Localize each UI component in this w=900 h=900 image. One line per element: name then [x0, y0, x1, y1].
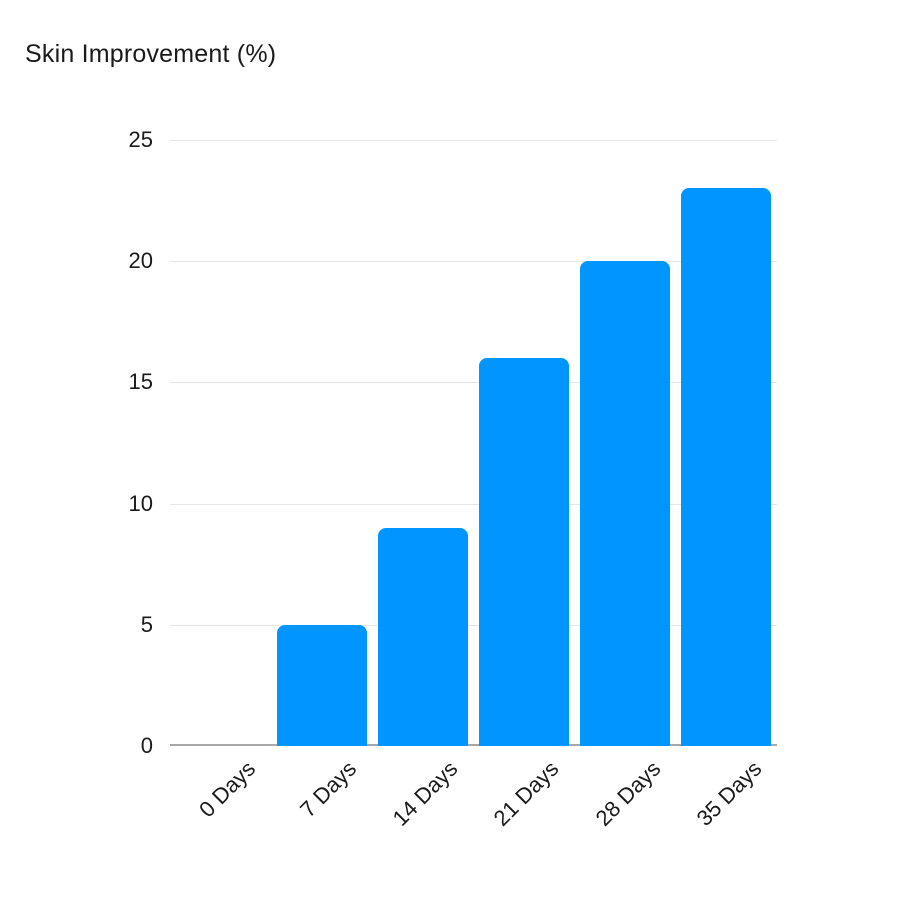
bar-21-days — [479, 358, 570, 746]
y-tick-label: 25 — [128, 127, 153, 152]
x-tick-label: 14 Days — [387, 756, 463, 831]
x-tick-label: 28 Days — [590, 756, 665, 831]
gridline — [170, 503, 777, 505]
x-tick-label: 21 Days — [489, 756, 564, 831]
bar-14-days — [377, 527, 468, 746]
bar-35-days — [681, 188, 772, 746]
y-tick-label: 10 — [128, 490, 153, 516]
x-tick-label: 35 Days — [691, 756, 767, 831]
plot-area — [170, 140, 777, 746]
gridline — [170, 382, 777, 384]
y-tick-label: 5 — [140, 611, 153, 637]
chart-title: Skin Improvement (%) — [25, 40, 277, 68]
bar-7-days — [276, 624, 367, 746]
y-tick-label: 0 — [140, 733, 153, 758]
bar-28-days — [580, 261, 671, 746]
gridline — [170, 624, 777, 626]
gridline — [170, 261, 777, 263]
y-tick-label: 15 — [128, 369, 153, 395]
x-axis-line — [170, 744, 777, 746]
gridline — [170, 140, 777, 141]
x-tick-label: 0 Days — [194, 756, 261, 823]
x-tick-label: 7 Days — [295, 756, 362, 823]
y-tick-label: 20 — [128, 248, 153, 274]
